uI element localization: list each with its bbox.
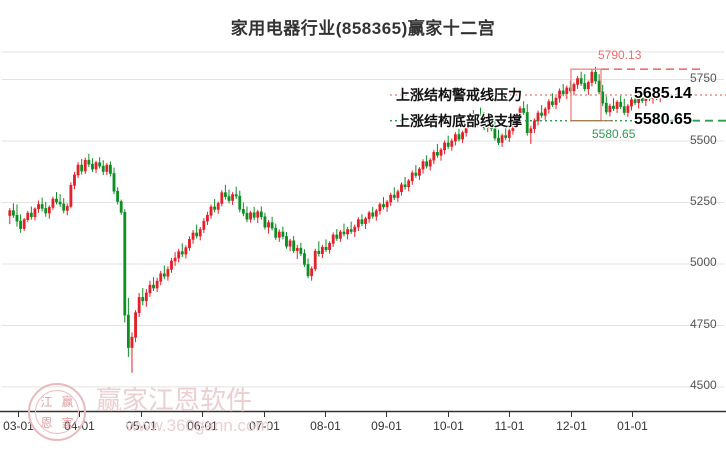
x-tick-label: 04-01 <box>64 419 95 433</box>
y-tick-label: 5500 <box>690 132 717 147</box>
x-tick-label: 09-01 <box>371 419 402 433</box>
x-tick-label: 12-01 <box>556 419 587 433</box>
candle-series <box>8 66 662 373</box>
x-tick-label: 07-01 <box>249 419 280 433</box>
y-tick-label: 5750 <box>690 71 717 86</box>
resistance-price-tag: 5790.13 <box>598 48 642 63</box>
support-annotation-label: 上涨结构底部线支撑 <box>396 112 522 129</box>
x-tick-label: 01-01 <box>617 419 648 433</box>
support-price-tag: 5580.65 <box>634 110 692 128</box>
support-price-tag-small: 5580.65 <box>592 126 636 141</box>
chart-title: 家用电器行业(858365)赢家十二宫 <box>230 19 496 38</box>
x-tick-label: 11-01 <box>494 419 525 433</box>
x-tick-label: 03-01 <box>3 419 34 433</box>
y-tick-label: 4750 <box>690 316 717 331</box>
midline-price-tag: 5685.14 <box>634 84 692 102</box>
resistance-annotation-label: 上涨结构警戒线压力 <box>396 86 522 103</box>
y-tick-label: 5000 <box>690 255 717 270</box>
x-tick-label: 06-01 <box>187 419 218 433</box>
y-tick-label: 5250 <box>690 193 717 208</box>
x-tick-label: 05-01 <box>126 419 157 433</box>
y-tick-label: 4500 <box>690 378 717 393</box>
x-tick-label: 10-01 <box>433 419 464 433</box>
x-tick-label: 08-01 <box>310 419 341 433</box>
